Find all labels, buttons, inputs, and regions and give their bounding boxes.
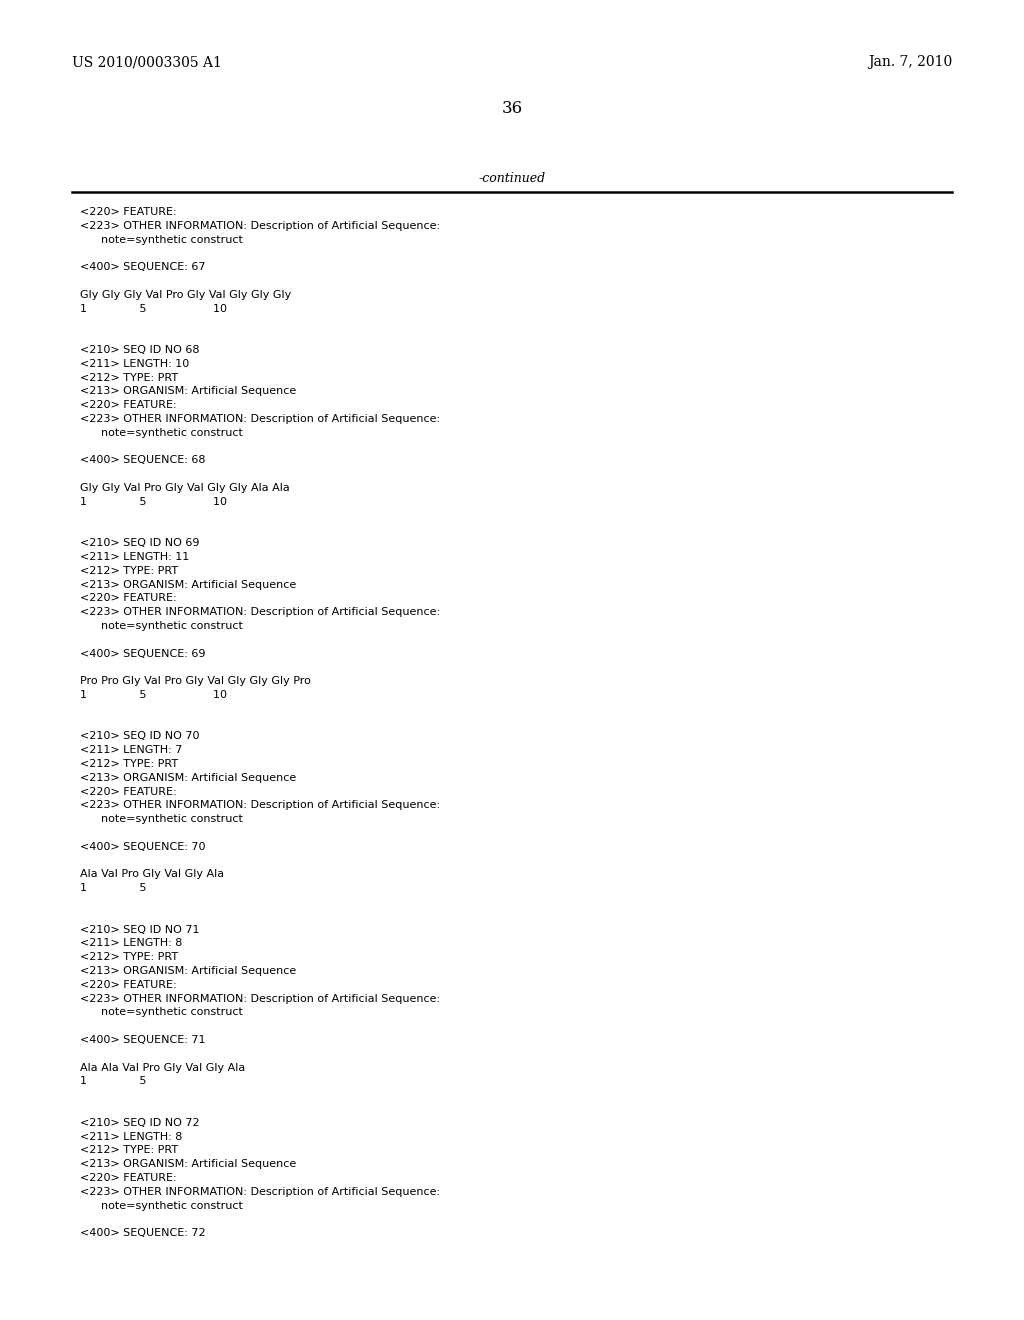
Text: <223> OTHER INFORMATION: Description of Artificial Sequence:: <223> OTHER INFORMATION: Description of …	[80, 607, 440, 618]
Text: <212> TYPE: PRT: <212> TYPE: PRT	[80, 759, 178, 770]
Text: <400> SEQUENCE: 68: <400> SEQUENCE: 68	[80, 455, 206, 466]
Text: <223> OTHER INFORMATION: Description of Artificial Sequence:: <223> OTHER INFORMATION: Description of …	[80, 220, 440, 231]
Text: <220> FEATURE:: <220> FEATURE:	[80, 787, 176, 796]
Text: <400> SEQUENCE: 69: <400> SEQUENCE: 69	[80, 648, 206, 659]
Text: <220> FEATURE:: <220> FEATURE:	[80, 979, 176, 990]
Text: <211> LENGTH: 8: <211> LENGTH: 8	[80, 1131, 182, 1142]
Text: <212> TYPE: PRT: <212> TYPE: PRT	[80, 1146, 178, 1155]
Text: 1               5: 1 5	[80, 883, 146, 894]
Text: <213> ORGANISM: Artificial Sequence: <213> ORGANISM: Artificial Sequence	[80, 966, 296, 975]
Text: <223> OTHER INFORMATION: Description of Artificial Sequence:: <223> OTHER INFORMATION: Description of …	[80, 800, 440, 810]
Text: US 2010/0003305 A1: US 2010/0003305 A1	[72, 55, 222, 69]
Text: <223> OTHER INFORMATION: Description of Artificial Sequence:: <223> OTHER INFORMATION: Description of …	[80, 1187, 440, 1197]
Text: <213> ORGANISM: Artificial Sequence: <213> ORGANISM: Artificial Sequence	[80, 772, 296, 783]
Text: <223> OTHER INFORMATION: Description of Artificial Sequence:: <223> OTHER INFORMATION: Description of …	[80, 994, 440, 1003]
Text: <212> TYPE: PRT: <212> TYPE: PRT	[80, 372, 178, 383]
Text: <211> LENGTH: 10: <211> LENGTH: 10	[80, 359, 189, 368]
Text: <220> FEATURE:: <220> FEATURE:	[80, 594, 176, 603]
Text: <212> TYPE: PRT: <212> TYPE: PRT	[80, 566, 178, 576]
Text: <211> LENGTH: 8: <211> LENGTH: 8	[80, 939, 182, 948]
Text: <212> TYPE: PRT: <212> TYPE: PRT	[80, 952, 178, 962]
Text: note=synthetic construct: note=synthetic construct	[80, 620, 243, 631]
Text: <210> SEQ ID NO 71: <210> SEQ ID NO 71	[80, 924, 200, 935]
Text: <220> FEATURE:: <220> FEATURE:	[80, 1173, 176, 1183]
Text: note=synthetic construct: note=synthetic construct	[80, 428, 243, 438]
Text: 1               5: 1 5	[80, 1076, 146, 1086]
Text: 1               5                   10: 1 5 10	[80, 690, 227, 700]
Text: <210> SEQ ID NO 69: <210> SEQ ID NO 69	[80, 539, 200, 548]
Text: <400> SEQUENCE: 67: <400> SEQUENCE: 67	[80, 263, 206, 272]
Text: Pro Pro Gly Val Pro Gly Val Gly Gly Gly Pro: Pro Pro Gly Val Pro Gly Val Gly Gly Gly …	[80, 676, 311, 686]
Text: -continued: -continued	[478, 172, 546, 185]
Text: <213> ORGANISM: Artificial Sequence: <213> ORGANISM: Artificial Sequence	[80, 1159, 296, 1170]
Text: Gly Gly Val Pro Gly Val Gly Gly Ala Ala: Gly Gly Val Pro Gly Val Gly Gly Ala Ala	[80, 483, 290, 492]
Text: <211> LENGTH: 7: <211> LENGTH: 7	[80, 746, 182, 755]
Text: note=synthetic construct: note=synthetic construct	[80, 814, 243, 824]
Text: <400> SEQUENCE: 71: <400> SEQUENCE: 71	[80, 1035, 206, 1045]
Text: <400> SEQUENCE: 72: <400> SEQUENCE: 72	[80, 1228, 206, 1238]
Text: note=synthetic construct: note=synthetic construct	[80, 1007, 243, 1018]
Text: note=synthetic construct: note=synthetic construct	[80, 235, 243, 244]
Text: <213> ORGANISM: Artificial Sequence: <213> ORGANISM: Artificial Sequence	[80, 579, 296, 590]
Text: <210> SEQ ID NO 68: <210> SEQ ID NO 68	[80, 345, 200, 355]
Text: <210> SEQ ID NO 72: <210> SEQ ID NO 72	[80, 1118, 200, 1127]
Text: <400> SEQUENCE: 70: <400> SEQUENCE: 70	[80, 842, 206, 851]
Text: <213> ORGANISM: Artificial Sequence: <213> ORGANISM: Artificial Sequence	[80, 387, 296, 396]
Text: Jan. 7, 2010: Jan. 7, 2010	[867, 55, 952, 69]
Text: note=synthetic construct: note=synthetic construct	[80, 1201, 243, 1210]
Text: <211> LENGTH: 11: <211> LENGTH: 11	[80, 552, 189, 562]
Text: Ala Ala Val Pro Gly Val Gly Ala: Ala Ala Val Pro Gly Val Gly Ala	[80, 1063, 246, 1073]
Text: <223> OTHER INFORMATION: Description of Artificial Sequence:: <223> OTHER INFORMATION: Description of …	[80, 414, 440, 424]
Text: <220> FEATURE:: <220> FEATURE:	[80, 400, 176, 411]
Text: 36: 36	[502, 100, 522, 117]
Text: 1               5                   10: 1 5 10	[80, 496, 227, 507]
Text: <220> FEATURE:: <220> FEATURE:	[80, 207, 176, 216]
Text: Gly Gly Gly Val Pro Gly Val Gly Gly Gly: Gly Gly Gly Val Pro Gly Val Gly Gly Gly	[80, 290, 291, 300]
Text: <210> SEQ ID NO 70: <210> SEQ ID NO 70	[80, 731, 200, 742]
Text: Ala Val Pro Gly Val Gly Ala: Ala Val Pro Gly Val Gly Ala	[80, 870, 224, 879]
Text: 1               5                   10: 1 5 10	[80, 304, 227, 314]
